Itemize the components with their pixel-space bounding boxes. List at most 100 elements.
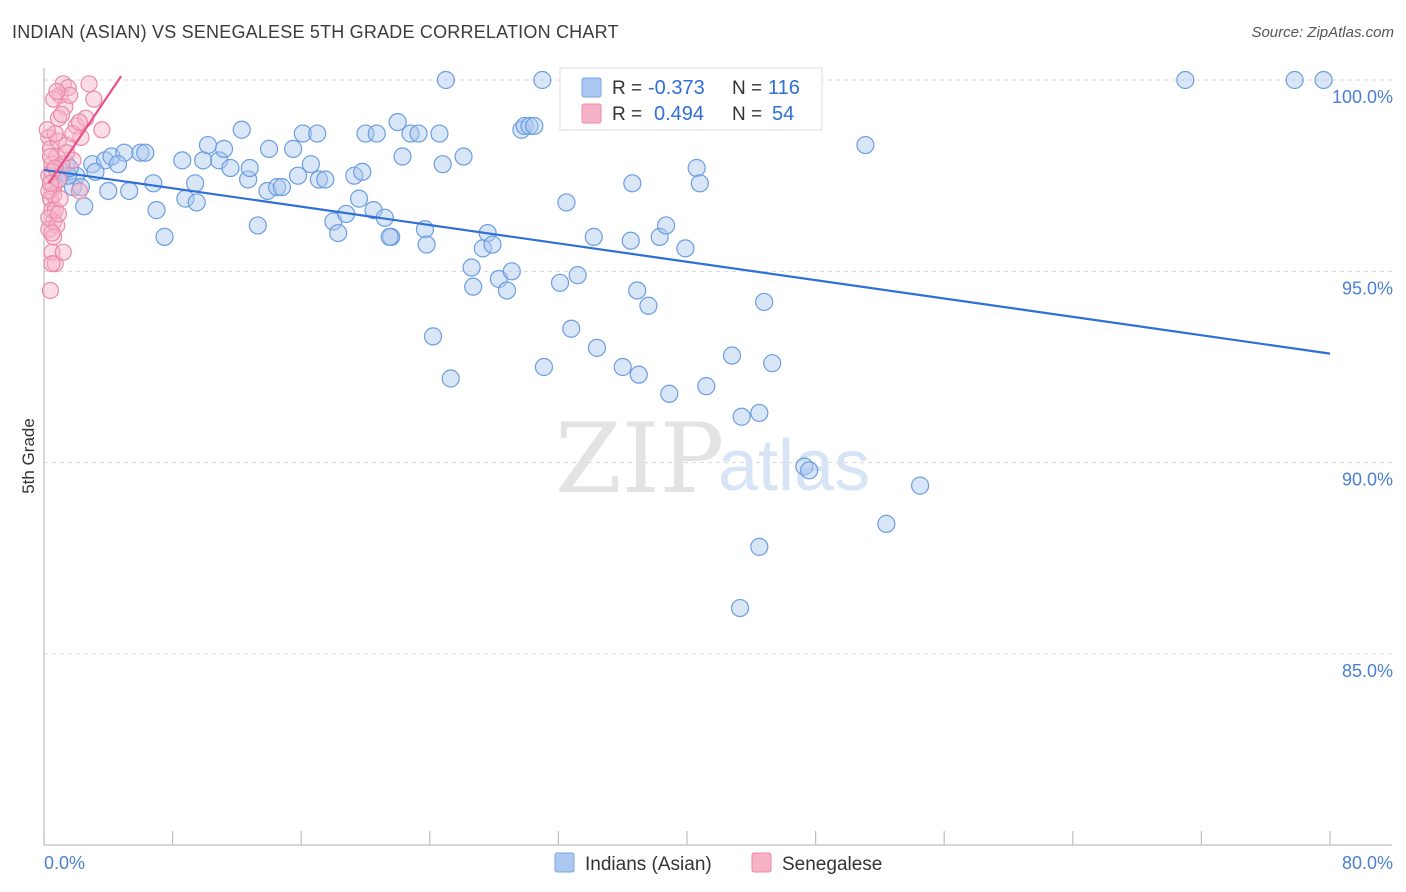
x-tick-label-0: 0.0% — [44, 853, 85, 873]
point-indians-55 — [417, 235, 436, 254]
point-indians-5 — [75, 197, 94, 216]
point-senegalese-53 — [51, 190, 69, 208]
point-indians-25 — [221, 158, 240, 178]
point-senegalese-18 — [61, 86, 79, 104]
legend-r-value-senegalese: 0.494 — [654, 103, 704, 125]
point-indians-94 — [732, 407, 751, 426]
point-senegalese-45 — [57, 144, 76, 162]
point-indians-81 — [621, 231, 640, 250]
point-indians-92 — [697, 377, 716, 396]
point-indians-72 — [534, 357, 554, 377]
point-indians-61 — [464, 277, 483, 296]
point-indians-68 — [502, 262, 521, 281]
point-indians-50 — [388, 112, 407, 132]
point-indians-110 — [367, 124, 386, 143]
point-indians-14 — [147, 201, 166, 220]
y-tick-label-0: 100.0% — [1332, 87, 1393, 107]
point-indians-57 — [433, 155, 452, 174]
point-indians-105 — [910, 476, 930, 495]
point-indians-33 — [284, 139, 303, 158]
bottom-legend: Indians (Asian) Senegalese — [554, 852, 882, 875]
point-indians-87 — [657, 216, 676, 235]
bottom-legend-swatch-indians — [554, 852, 575, 873]
bottom-legend-swatch-senegalese — [751, 852, 772, 873]
point-indians-91 — [690, 174, 709, 193]
point-indians-51 — [393, 147, 412, 166]
trend-lines — [43, 75, 1331, 355]
bottom-legend-label-indians: Indians (Asian) — [585, 854, 712, 875]
point-indians-37 — [316, 170, 335, 189]
legend-n-value-senegalese: 54 — [772, 103, 794, 125]
point-indians-29 — [258, 181, 277, 201]
point-senegalese-49 — [41, 174, 60, 192]
point-indians-82 — [623, 174, 642, 193]
point-indians-98 — [763, 354, 782, 373]
point-indians-104 — [877, 514, 896, 533]
point-indians-102 — [800, 461, 819, 480]
point-indians-111 — [108, 155, 128, 174]
point-senegalese-41 — [43, 224, 61, 242]
point-indians-117 — [144, 174, 163, 193]
point-indians-26 — [239, 170, 258, 189]
y-tick-labels: 100.0% 95.0% 90.0% 85.0% — [1332, 87, 1393, 681]
x-tick-label-1: 80.0% — [1342, 853, 1393, 873]
point-indians-107 — [1285, 70, 1304, 90]
bottom-legend-label-senegalese: Senegalese — [782, 854, 882, 875]
point-senegalese-21 — [80, 75, 98, 93]
point-senegalese-26 — [70, 182, 88, 200]
point-indians-15 — [155, 227, 174, 246]
point-indians-17 — [173, 151, 192, 170]
point-senegalese-48 — [43, 255, 61, 273]
point-indians-38 — [293, 124, 312, 143]
point-indians-65 — [483, 235, 502, 254]
point-indians-13 — [136, 143, 155, 162]
legend-swatch-indians — [581, 77, 602, 98]
point-indians-34 — [288, 166, 308, 185]
point-indians-28 — [240, 158, 259, 178]
point-indians-84 — [628, 281, 647, 300]
point-indians-88 — [660, 384, 679, 403]
y-tick-label-2: 90.0% — [1342, 470, 1393, 490]
point-indians-118 — [525, 116, 544, 136]
point-indians-85 — [639, 296, 658, 315]
point-senegalese-51 — [70, 113, 88, 131]
point-senegalese-47 — [54, 243, 72, 261]
point-indians-44 — [353, 162, 372, 181]
point-indians-76 — [562, 319, 581, 338]
legend-r-label-senegalese: R = — [612, 104, 642, 125]
point-indians-67 — [497, 281, 517, 300]
point-indians-60 — [441, 369, 460, 388]
point-indians-58 — [454, 147, 473, 166]
legend-n-label-senegalese: N = — [732, 104, 762, 125]
chart-title: INDIAN (ASIAN) VS SENEGALESE 5TH GRADE C… — [12, 22, 619, 42]
watermark-zip: ZIP — [555, 403, 724, 515]
point-indians-74 — [550, 273, 570, 292]
legend-box — [559, 67, 823, 131]
point-indians-89 — [676, 239, 695, 258]
point-indians-93 — [722, 346, 742, 365]
legend-n-value-indians: 116 — [768, 77, 800, 99]
point-indians-103 — [856, 135, 875, 155]
watermark: ZIP atlas — [555, 403, 870, 515]
point-indians-12 — [131, 143, 150, 162]
point-indians-32 — [259, 139, 279, 158]
point-indians-53 — [409, 124, 428, 143]
y-axis-label: 5th Grade — [19, 418, 38, 494]
point-indians-39 — [308, 124, 327, 143]
point-indians-18 — [187, 193, 206, 212]
x-tick-marks — [43, 831, 1331, 845]
point-indians-108 — [1314, 70, 1333, 90]
data-points — [38, 70, 1333, 618]
point-indians-83 — [629, 365, 648, 384]
source-label: Source: ZipAtlas.com — [1251, 24, 1394, 41]
point-indians-97 — [730, 598, 750, 618]
legend-r-label-indians: R = — [612, 78, 642, 99]
x-tick-labels: 0.0% 80.0% — [44, 853, 1393, 873]
point-indians-19 — [186, 174, 205, 193]
point-indians-73 — [533, 70, 552, 90]
point-senegalese-44 — [48, 82, 66, 101]
point-senegalese-39 — [53, 105, 71, 124]
trend-line-indians — [43, 168, 1331, 355]
y-tick-label-1: 95.0% — [1342, 278, 1393, 298]
